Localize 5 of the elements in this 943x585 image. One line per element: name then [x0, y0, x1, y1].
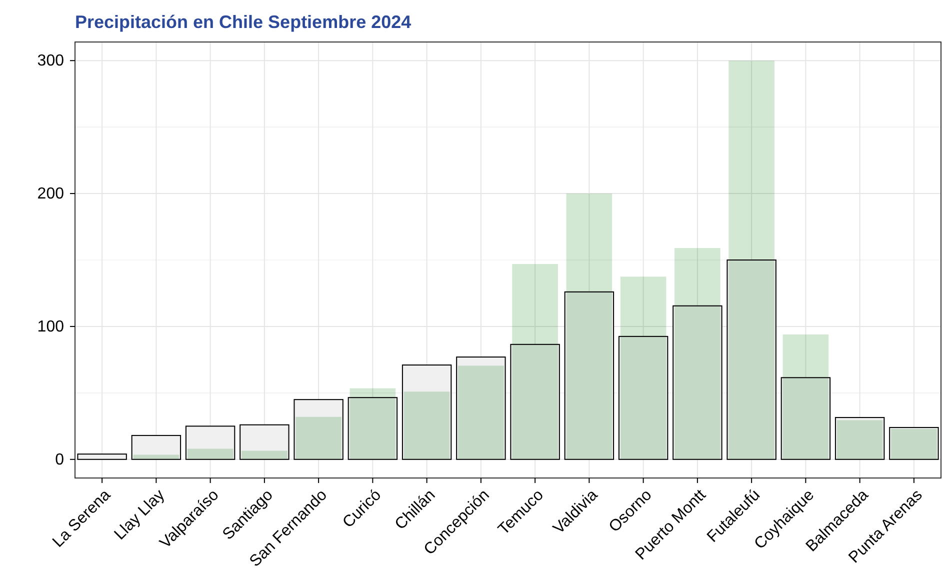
- y-tick-label: 100: [37, 318, 64, 336]
- y-tick-label: 300: [37, 52, 64, 70]
- y-tick-label: 200: [37, 186, 64, 203]
- y-tick-label: 0: [55, 452, 64, 469]
- chart-title: Precipitación en Chile Septiembre 2024: [75, 12, 412, 32]
